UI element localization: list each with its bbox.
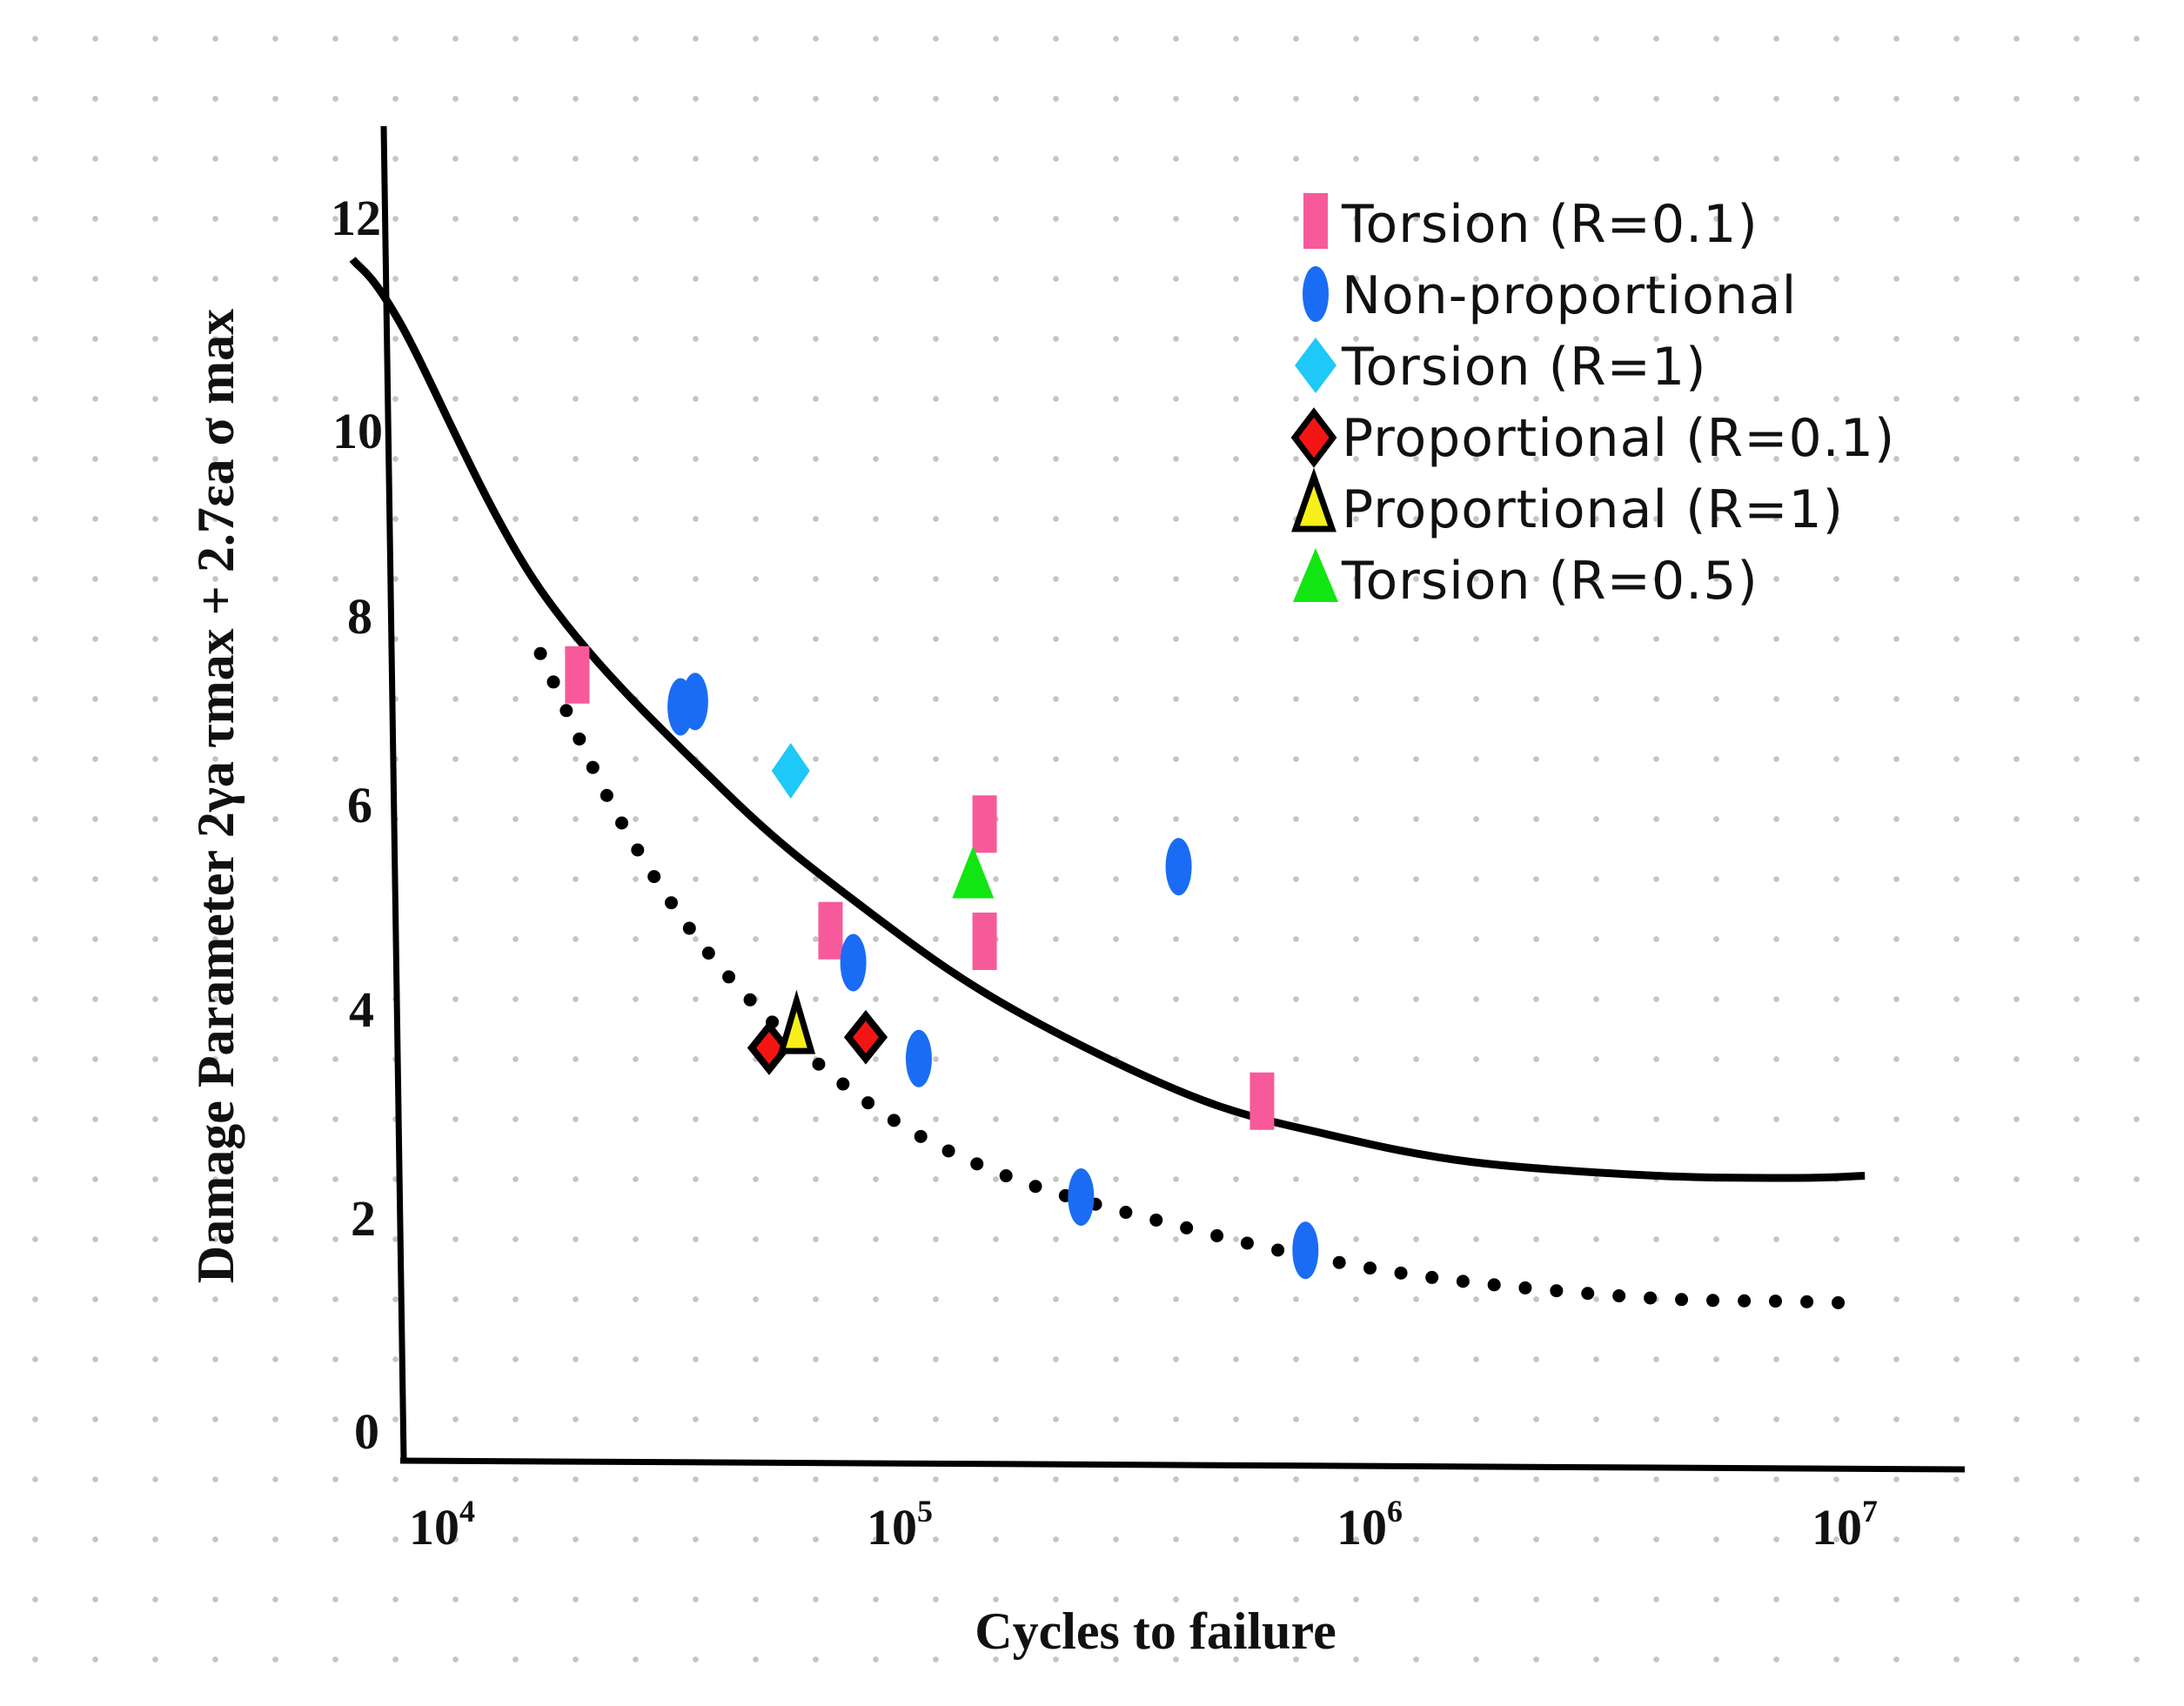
data-point-diamond-outline-3-0 [747, 1020, 792, 1075]
legend-marker-cyan-diamond [1295, 338, 1337, 393]
legend-item-torsion-r01: Torsion (R=0.1) [1303, 193, 1759, 255]
data-point-ellipse-1-6 [1292, 1221, 1319, 1280]
data-point-diamond-outline-3-1 [843, 1009, 888, 1065]
legend-item-non-proportional: Non-proportional [1303, 265, 1797, 326]
data-point-rect-0-2 [972, 795, 997, 853]
y-tick-labels: 0 2 4 6 8 10 12 [331, 190, 383, 1460]
dotted-fit-curve [533, 646, 1872, 1310]
x-tick-labels: 104 105 106 107 [409, 1494, 1878, 1555]
curves-layer [349, 257, 1872, 1310]
legend-marker-blue-ellipse [1303, 266, 1329, 322]
y-tick-label-0: 0 [354, 1403, 379, 1460]
data-point-diamond-2-0 [771, 743, 810, 799]
x-tick-label-1e7: 107 [1812, 1494, 1878, 1555]
data-point-ellipse-1-2 [840, 933, 867, 992]
data-point-rect-0-4 [1249, 1072, 1275, 1130]
y-tick-label-10: 10 [332, 403, 383, 459]
data-point-triangle-outline-4-0 [777, 989, 816, 1054]
data-point-rect-0-1 [818, 901, 843, 960]
legend-marker-red-diamond [1290, 407, 1337, 468]
x-tick-label-1e4: 104 [409, 1494, 475, 1555]
legend-label: Torsion (R=0.5) [1341, 551, 1759, 612]
axes [380, 125, 1966, 1473]
legend-item-proportional-r1: Proportional (R=1) [1291, 467, 1844, 540]
data-point-triangle-5-0 [952, 846, 995, 899]
data-point-ellipse-1-4 [1068, 1168, 1095, 1226]
x-axis-title: Cycles to failure [975, 1602, 1336, 1660]
solid-fit-curve [349, 257, 1866, 1182]
legend-label: Torsion (R=0.1) [1341, 194, 1759, 255]
y-tick-label-2: 2 [351, 1190, 376, 1247]
legend-marker-green-triangle [1293, 548, 1338, 602]
y-tick-label-6: 6 [347, 777, 372, 833]
data-point-ellipse-1-3 [905, 1029, 932, 1087]
y-tick-label-8: 8 [347, 588, 372, 645]
data-point-rect-0-0 [565, 646, 590, 704]
legend-label: Non-proportional [1342, 265, 1797, 326]
data-point-ellipse-1-5 [1165, 838, 1192, 896]
data-points [565, 646, 1319, 1280]
legend-item-torsion-r05: Torsion (R=0.5) [1293, 548, 1759, 612]
legend-label: Torsion (R=1) [1341, 337, 1707, 398]
x-axis-line [399, 1457, 1966, 1473]
x-tick-label-1e5: 105 [867, 1494, 933, 1555]
y-axis-title: Damage Parameter 2γa τmax + 2.7εa σ max [187, 309, 245, 1283]
legend: Torsion (R=0.1) Non-proportional Torsion… [1290, 193, 1895, 612]
y-tick-label-4: 4 [349, 981, 374, 1038]
x-tick-label-1e6: 106 [1337, 1494, 1403, 1555]
data-point-rect-0-3 [972, 913, 997, 970]
legend-item-torsion-r1: Torsion (R=1) [1295, 337, 1707, 398]
legend-item-proportional-r01: Proportional (R=0.1) [1290, 407, 1895, 469]
y-axis-line [380, 125, 407, 1462]
data-point-ellipse-1-1 [681, 672, 708, 731]
y-tick-label-12: 12 [331, 190, 381, 246]
legend-marker-pink-rect [1303, 193, 1328, 249]
legend-marker-yellow-triangle [1291, 467, 1337, 532]
legend-label: Proportional (R=1) [1342, 479, 1844, 540]
legend-label: Proportional (R=0.1) [1342, 408, 1895, 469]
